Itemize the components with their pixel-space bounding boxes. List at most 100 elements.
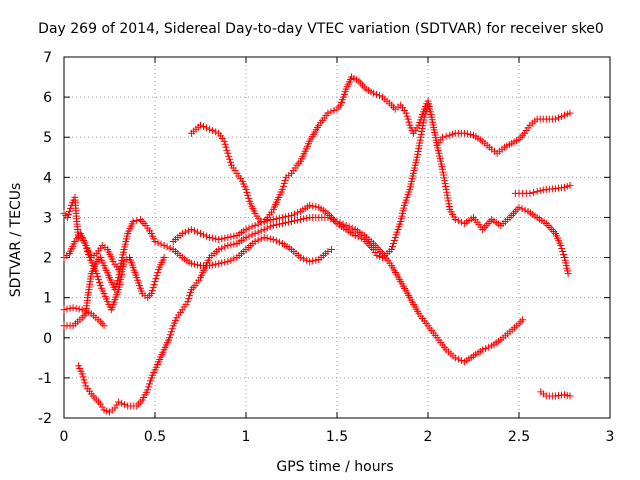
data-point	[221, 140, 229, 148]
series-arc-i	[511, 181, 574, 197]
data-point	[78, 306, 86, 314]
data-point	[118, 399, 126, 407]
data-point	[371, 249, 379, 257]
data-point	[275, 220, 283, 228]
data-point	[60, 306, 68, 314]
y-tick-label: 1	[43, 291, 52, 307]
data-point	[129, 217, 137, 225]
data-point	[190, 227, 198, 235]
data-point	[291, 210, 299, 218]
data-point	[297, 215, 305, 223]
data-point	[254, 228, 262, 236]
data-point	[518, 205, 526, 213]
data-point	[257, 219, 265, 227]
data-point	[306, 201, 314, 209]
data-point	[327, 108, 335, 116]
y-tick-label: -1	[38, 371, 52, 387]
data-point	[166, 331, 174, 339]
data-point	[263, 217, 271, 225]
series-arc-g	[187, 73, 572, 278]
data-point	[242, 234, 250, 241]
data-point	[404, 115, 412, 123]
data-point	[291, 217, 299, 225]
data-point	[300, 215, 308, 223]
data-point	[206, 234, 214, 241]
data-point	[288, 217, 295, 225]
data-point	[564, 270, 572, 278]
data-point	[243, 188, 251, 196]
data-point	[193, 261, 201, 269]
data-point	[227, 256, 235, 264]
data-point	[566, 181, 574, 189]
data-point	[288, 211, 295, 219]
data-point	[251, 221, 259, 229]
data-point	[466, 131, 474, 139]
data-point	[193, 228, 201, 236]
y-tick-label: 3	[43, 210, 52, 226]
data-point	[197, 121, 204, 129]
data-point	[215, 246, 223, 254]
data-point	[460, 129, 468, 137]
data-point	[414, 148, 422, 156]
data-point	[294, 216, 302, 224]
data-point	[242, 185, 250, 193]
data-point	[75, 305, 83, 313]
series-arc-e	[75, 213, 527, 416]
data-point	[312, 203, 320, 211]
x-tick-label: 1.5	[326, 429, 348, 445]
x-tick-label: 0.5	[144, 429, 166, 445]
series-arc-b	[60, 304, 108, 330]
data-point	[245, 194, 253, 202]
data-point	[260, 225, 268, 233]
data-point	[415, 145, 423, 153]
grid	[64, 57, 610, 418]
data-point	[351, 231, 359, 239]
data-point	[330, 106, 338, 114]
data-point	[269, 236, 277, 244]
data-point	[187, 260, 195, 268]
data-point	[413, 153, 421, 161]
data-point	[281, 176, 289, 184]
data-point	[463, 130, 471, 138]
y-tick-label: -2	[38, 411, 52, 427]
data-point	[248, 231, 256, 239]
data-point	[416, 139, 424, 147]
data-point	[215, 260, 223, 268]
data-point	[389, 243, 397, 251]
x-tick-label: 1	[242, 429, 251, 445]
data-point	[154, 239, 162, 247]
data-point	[354, 233, 362, 241]
data-point	[263, 234, 271, 242]
data-point	[223, 146, 231, 154]
data-point	[186, 292, 194, 300]
data-point	[445, 200, 453, 208]
data-point	[212, 128, 220, 136]
data-point	[80, 376, 88, 384]
data-point	[224, 149, 232, 157]
data-point	[115, 398, 123, 406]
data-point	[566, 392, 574, 400]
data-point	[226, 155, 234, 163]
y-tick-label: 0	[43, 331, 52, 347]
data-point	[94, 273, 102, 281]
data-point	[485, 343, 493, 351]
data-point	[309, 202, 317, 210]
data-point	[418, 125, 426, 133]
x-tick-label: 3	[606, 429, 615, 445]
data-point	[227, 241, 235, 249]
data-point	[272, 237, 280, 245]
data-point	[451, 354, 459, 362]
data-point	[209, 234, 217, 242]
data-point	[303, 214, 311, 222]
data-point	[479, 346, 487, 354]
data-point	[184, 227, 192, 235]
data-point	[266, 223, 274, 231]
data-point	[212, 260, 220, 268]
data-point	[66, 304, 74, 312]
data-point	[560, 251, 568, 259]
data-point	[443, 188, 451, 196]
y-tick-label: 5	[43, 130, 52, 146]
data-point	[519, 316, 527, 324]
data-point	[178, 229, 186, 237]
